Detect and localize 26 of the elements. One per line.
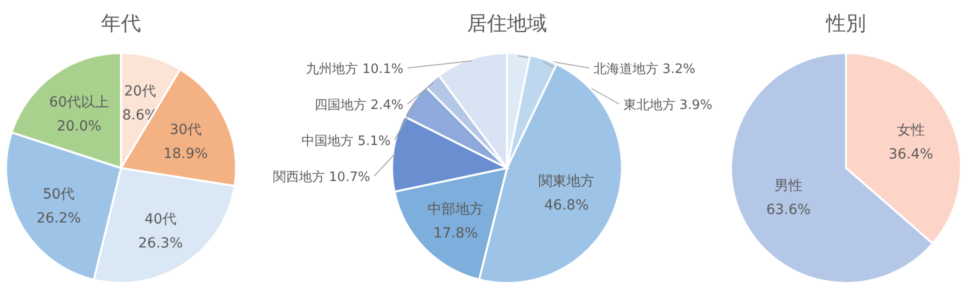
slice-label: 東北地方 3.9% [623,97,712,113]
title: 年代 [101,11,141,35]
data-label: 20.0% [56,118,102,134]
slice-label: 中部地方 [428,201,484,218]
slice-label: 中国地方 5.1% [301,133,391,149]
slice-label: 60代以上 [49,94,110,110]
data-label: 36.4% [888,146,934,162]
data-label: 18.9% [163,146,208,162]
slice-label: 北海道地方 3.2% [593,61,696,77]
title: 性別 [826,11,866,35]
slice-label: 女性 [896,122,925,138]
data-label: 26.2% [36,210,81,227]
slice-label: 50代 [42,186,75,203]
slice-label: 関東地方 [538,173,595,190]
slice-label: 30代 [170,122,202,138]
data-label: 26.3% [138,235,183,252]
data-label: 63.6% [766,202,811,218]
slice-label: 男性 [774,178,802,194]
slice-label: 40代 [144,211,176,228]
title: 居住地域 [467,11,547,35]
slice-label: 四国地方 2.4% [314,97,404,113]
data-label: 17.8% [433,225,478,242]
slice-label: 九州地方 10.1% [306,61,404,77]
slice-label: 関西地方 10.7% [272,169,370,185]
slice-label: 20代 [124,83,156,100]
data-label: 46.8% [544,197,589,214]
